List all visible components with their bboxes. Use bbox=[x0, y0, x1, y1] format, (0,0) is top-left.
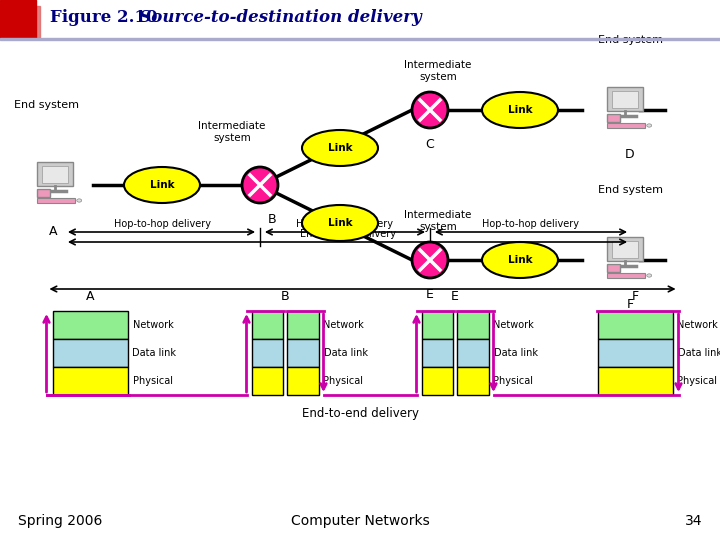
Text: F: F bbox=[631, 290, 639, 303]
Bar bbox=[612, 241, 638, 258]
Bar bbox=[53, 311, 127, 339]
Text: Physical: Physical bbox=[132, 376, 173, 386]
Bar bbox=[37, 162, 73, 186]
Text: B: B bbox=[268, 213, 276, 226]
Text: Computer Networks: Computer Networks bbox=[291, 514, 429, 528]
Bar bbox=[608, 87, 643, 111]
Bar bbox=[287, 367, 318, 395]
Bar bbox=[608, 237, 643, 261]
Bar bbox=[608, 273, 645, 278]
Text: D: D bbox=[625, 148, 635, 161]
Text: End-to-end delivery: End-to-end delivery bbox=[300, 229, 395, 239]
Bar bbox=[53, 339, 127, 367]
Text: Intermediate
system: Intermediate system bbox=[198, 122, 266, 143]
Text: Data link: Data link bbox=[678, 348, 720, 358]
Text: A: A bbox=[86, 290, 94, 303]
Ellipse shape bbox=[482, 92, 558, 128]
Text: Hop-to-hop delivery: Hop-to-hop delivery bbox=[114, 219, 211, 229]
Text: 34: 34 bbox=[685, 514, 702, 528]
Ellipse shape bbox=[647, 274, 652, 277]
Text: Figure 2.10: Figure 2.10 bbox=[50, 10, 158, 26]
Text: Data link: Data link bbox=[323, 348, 367, 358]
Text: Network: Network bbox=[493, 320, 534, 330]
Ellipse shape bbox=[647, 124, 652, 127]
Ellipse shape bbox=[302, 205, 378, 241]
Bar bbox=[287, 311, 318, 339]
Text: A: A bbox=[49, 225, 58, 238]
Text: Link: Link bbox=[150, 180, 174, 190]
Bar bbox=[53, 367, 127, 395]
Text: Physical: Physical bbox=[678, 376, 718, 386]
Text: Hop-to-hop delivery: Hop-to-hop delivery bbox=[482, 219, 578, 229]
Text: B: B bbox=[281, 290, 289, 303]
Text: End-to-end delivery: End-to-end delivery bbox=[302, 407, 418, 420]
Bar bbox=[598, 339, 672, 367]
Text: End system: End system bbox=[14, 100, 79, 110]
Text: C: C bbox=[426, 138, 434, 151]
Bar bbox=[608, 264, 619, 272]
Text: Data link: Data link bbox=[493, 348, 538, 358]
Text: F: F bbox=[626, 298, 634, 311]
Text: Link: Link bbox=[328, 218, 352, 228]
Text: Intermediate
system: Intermediate system bbox=[405, 211, 472, 232]
Text: Network: Network bbox=[678, 320, 719, 330]
Text: End system: End system bbox=[598, 185, 662, 195]
Text: Link: Link bbox=[508, 105, 532, 115]
Bar bbox=[0, 0, 720, 38]
Bar bbox=[421, 339, 453, 367]
Text: E: E bbox=[451, 290, 459, 303]
Text: Source-to-destination delivery: Source-to-destination delivery bbox=[122, 10, 422, 26]
Bar bbox=[251, 339, 283, 367]
Bar bbox=[42, 166, 68, 183]
Bar bbox=[457, 339, 488, 367]
Bar bbox=[457, 311, 488, 339]
Bar bbox=[14, 6, 40, 38]
Bar bbox=[0, 0, 36, 38]
Circle shape bbox=[412, 242, 448, 278]
Circle shape bbox=[412, 92, 448, 128]
Ellipse shape bbox=[124, 167, 200, 203]
Text: Physical: Physical bbox=[493, 376, 534, 386]
Bar bbox=[37, 198, 75, 202]
Bar bbox=[251, 311, 283, 339]
Text: Link: Link bbox=[508, 255, 532, 265]
Text: Spring 2006: Spring 2006 bbox=[18, 514, 102, 528]
Bar bbox=[0, 38, 720, 40]
Text: E: E bbox=[426, 288, 434, 301]
Bar bbox=[598, 311, 672, 339]
Text: Hop-to-hop delivery: Hop-to-hop delivery bbox=[297, 219, 394, 229]
Text: Data link: Data link bbox=[132, 348, 176, 358]
Bar bbox=[287, 339, 318, 367]
Ellipse shape bbox=[77, 199, 81, 202]
Bar bbox=[37, 189, 50, 197]
Bar bbox=[608, 123, 645, 127]
Bar bbox=[251, 367, 283, 395]
Ellipse shape bbox=[302, 130, 378, 166]
Bar bbox=[421, 311, 453, 339]
Bar bbox=[457, 367, 488, 395]
Circle shape bbox=[242, 167, 278, 203]
Bar bbox=[612, 91, 638, 108]
Text: Physical: Physical bbox=[323, 376, 364, 386]
Ellipse shape bbox=[482, 242, 558, 278]
Text: Intermediate
system: Intermediate system bbox=[405, 60, 472, 82]
Text: Link: Link bbox=[328, 143, 352, 153]
Text: Network: Network bbox=[323, 320, 364, 330]
Text: Network: Network bbox=[132, 320, 174, 330]
Bar bbox=[598, 367, 672, 395]
Bar bbox=[421, 367, 453, 395]
Text: End system: End system bbox=[598, 35, 662, 45]
Bar bbox=[608, 114, 619, 122]
